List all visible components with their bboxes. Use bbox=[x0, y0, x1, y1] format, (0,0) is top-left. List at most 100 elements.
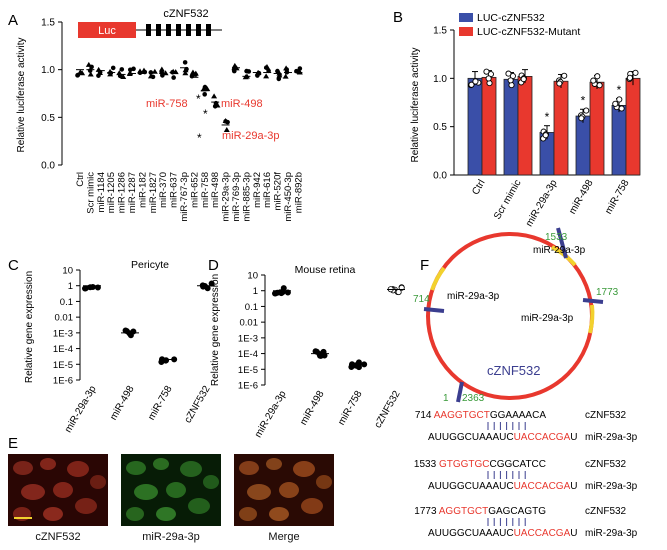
x-tick-label-d: miR-29a-3p bbox=[253, 389, 289, 440]
data-point-a bbox=[116, 70, 123, 76]
data-point-a bbox=[119, 67, 125, 72]
data-point-a bbox=[263, 65, 269, 70]
x-tick-label-a: miR-370 bbox=[158, 172, 169, 208]
panel-f: F 1533 714 1773 1 2363 miR-29a-3p miR-29… bbox=[413, 227, 638, 539]
x-tick-label-c: cZNF532 bbox=[183, 384, 213, 425]
data-point-a bbox=[137, 68, 144, 74]
y-label-c: Relative gene expression bbox=[24, 271, 35, 383]
alignment-top-1773: 1773 AGGTGCTGAGCAGTG bbox=[414, 506, 546, 517]
x-tick-label-a: miR-450-3p bbox=[283, 172, 294, 222]
y-tick-label-d: 1E-3 bbox=[238, 333, 258, 344]
x-tick-label-c: miR-498 bbox=[108, 384, 137, 423]
alignment-seed-target: GTGGTGC bbox=[439, 459, 490, 470]
alignment-bottom-1773: AUUGGCUAAAUCUACCACGAU bbox=[428, 528, 578, 539]
data-point-a bbox=[107, 71, 114, 77]
mir-end: U bbox=[570, 528, 577, 539]
x-tick-label-a: miR-767-3p bbox=[179, 172, 190, 222]
bars-b: * * * bbox=[467, 68, 641, 176]
y-tick-label-a: 0.5 bbox=[41, 113, 55, 124]
x-labels-a: Ctrl Scr mimic miR-1184 miR-1205 miR-1286 miR… bbox=[75, 172, 304, 222]
luc-box bbox=[78, 22, 136, 38]
micrograph-red-cells bbox=[13, 458, 106, 521]
data-point-d bbox=[274, 289, 281, 296]
alignment-pos: 714 bbox=[415, 410, 434, 421]
data-point-a bbox=[231, 62, 238, 68]
data-point-a bbox=[77, 69, 84, 75]
bar-b bbox=[611, 105, 627, 176]
data-point-a bbox=[212, 103, 218, 109]
construct-exons bbox=[146, 24, 211, 36]
data-point-b bbox=[626, 74, 633, 81]
construct-gene-label: cZNF532 bbox=[163, 8, 208, 20]
x-tick-label-a: miR-758 bbox=[200, 172, 211, 208]
data-point-b bbox=[507, 77, 514, 84]
bar-b bbox=[503, 78, 519, 176]
y-ticks-a: 0.0 0.5 1.0 1.5 bbox=[41, 18, 62, 172]
legend-swatch-b-1 bbox=[459, 27, 473, 36]
y-tick-label-c: 1E-5 bbox=[53, 360, 73, 371]
data-point-b bbox=[483, 68, 490, 75]
x-tick-label-a: miR-885-3p bbox=[241, 172, 252, 222]
y-ticks-d: 1E-6 1E-5 1E-4 1E-3 0.01 0.1 1 10 bbox=[238, 271, 265, 392]
alignment-flank: GAGCAGTG bbox=[488, 506, 546, 517]
legend-text-b-0: LUC-cZNF532 bbox=[477, 12, 545, 24]
bar-b bbox=[553, 80, 569, 176]
alignment-bottom-714: AUUGGCUAAAUCUACCACGAU bbox=[428, 432, 578, 443]
x-tick-label-a: miR-1205 bbox=[106, 172, 117, 213]
data-point-a bbox=[276, 70, 283, 76]
y-tick-label-c: 1E-6 bbox=[53, 376, 73, 387]
star-a-29a: * bbox=[197, 131, 202, 145]
x-tick-label-c: miR-758 bbox=[146, 384, 175, 423]
data-point-b bbox=[594, 73, 601, 80]
pos-label-1533: 1533 bbox=[545, 232, 568, 243]
x-labels-d: miR-29a-3p miR-498 miR-758 cZNF532 bbox=[253, 389, 403, 440]
panel-letter-f: F bbox=[420, 257, 429, 274]
data-point-a bbox=[256, 70, 262, 76]
data-point-b bbox=[561, 72, 568, 79]
panel-letter-b: B bbox=[393, 9, 403, 26]
pos-label-2363: 2363 bbox=[462, 393, 485, 404]
panel-c: C Pericyte 1E-6 1E-5 1E-4 1E-3 0.01 0.1 1 10 Re… bbox=[8, 257, 215, 435]
alignment-top-714: 714 AAGGTGCTGGAAAACA bbox=[415, 410, 547, 421]
y-tick-label-c: 1E-3 bbox=[53, 328, 73, 339]
y-tick-label-a: 1.5 bbox=[41, 18, 55, 29]
site-bar-start bbox=[456, 381, 464, 403]
y-ticks-b: 0.0 0.5 1.0 1.5 bbox=[433, 26, 454, 182]
subtitle-d: Mouse retina bbox=[295, 264, 356, 276]
y-tick-label-b: 1.0 bbox=[433, 74, 447, 85]
bar-b bbox=[625, 77, 641, 176]
y-label-b: Relative luciferase activity bbox=[410, 47, 421, 162]
alignment-gene-name: cZNF532 bbox=[585, 459, 627, 470]
label-e-0: cZNF532 bbox=[35, 531, 81, 543]
data-point-b bbox=[618, 105, 625, 112]
panel-letter-d: D bbox=[208, 257, 219, 274]
legend-text-b-1: LUC-cZNF532-Mutant bbox=[477, 26, 580, 38]
mir-seq: AUUGGCUAAAUC bbox=[428, 481, 514, 492]
data-point-a bbox=[282, 73, 289, 79]
x-tick-label-a: miR-769-3p bbox=[231, 172, 242, 222]
x-tick-label-a: miR-942 bbox=[252, 172, 263, 208]
legend-swatch-b-0 bbox=[459, 13, 473, 22]
data-point-a bbox=[96, 69, 103, 75]
circle-label: cZNF532 bbox=[487, 363, 540, 378]
data-point-a bbox=[297, 66, 303, 71]
alignment-seed-target: AGGTGCT bbox=[439, 506, 488, 517]
data-point-b bbox=[590, 77, 597, 84]
x-tick-label-d: miR-498 bbox=[298, 389, 327, 428]
data-point-a bbox=[87, 71, 94, 77]
mir-end: U bbox=[570, 481, 577, 492]
micrograph-merge-cells bbox=[239, 458, 332, 521]
y-tick-label-d: 1E-4 bbox=[238, 349, 258, 360]
bar-b bbox=[467, 77, 483, 176]
data-point-a bbox=[140, 67, 147, 73]
x-tick-label-a: miR-616 bbox=[262, 172, 273, 208]
alignment-flank: GGAAAACA bbox=[490, 410, 546, 421]
x-tick-label-b: miR-758 bbox=[603, 178, 632, 217]
bar-b bbox=[589, 81, 605, 176]
dots-d bbox=[271, 284, 405, 371]
y-tick-label-d: 1 bbox=[253, 286, 258, 297]
alignment-seed-target: AAGGTGCT bbox=[434, 410, 490, 421]
data-point-a bbox=[202, 92, 207, 97]
label-e-1: miR-29a-3p bbox=[142, 531, 200, 543]
y-tick-label-d: 0.01 bbox=[240, 318, 259, 329]
